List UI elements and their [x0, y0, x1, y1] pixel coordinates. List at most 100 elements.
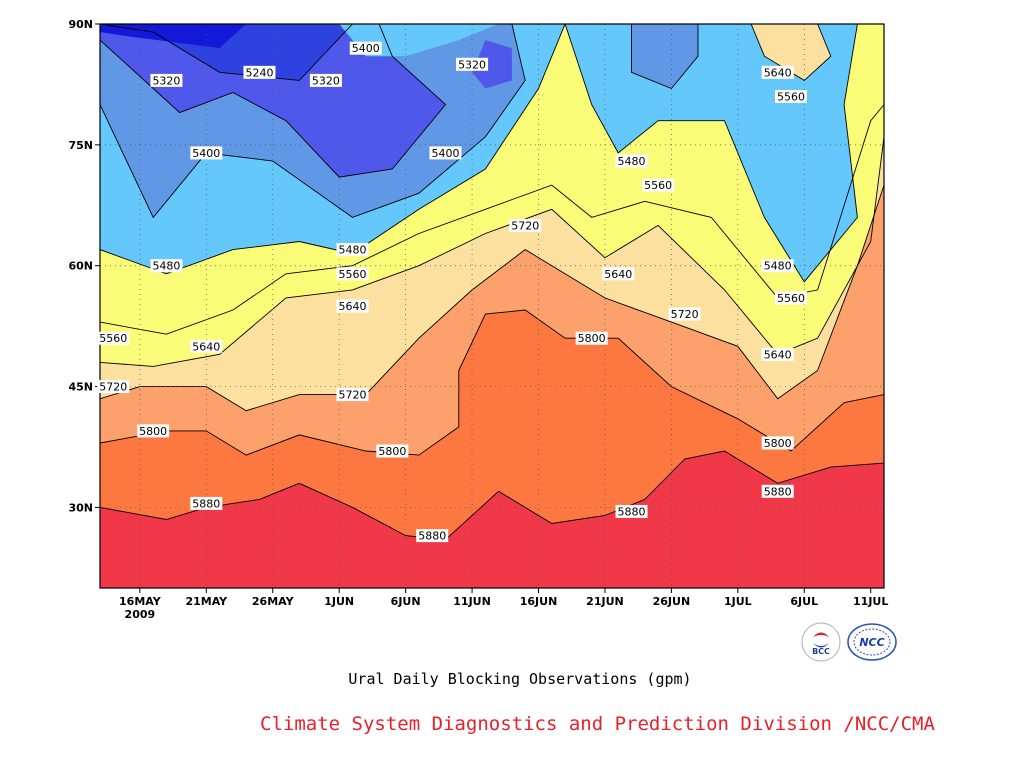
- contour-label-text: 5720: [99, 381, 127, 394]
- contour-label-text: 5800: [764, 437, 792, 450]
- contour-label-text: 5400: [192, 147, 220, 160]
- contour-label-text: 5400: [431, 147, 459, 160]
- isoline-5720: [100, 184, 884, 412]
- contour-label-box: [456, 57, 489, 71]
- plot-frame: [99, 23, 885, 589]
- contour-fill-5640: [751, 24, 831, 81]
- x-tick-label: 6JUN: [391, 595, 421, 608]
- contour-labels: 5320 5240 5320 5400 5320 5400 5400 5480 5480 5560…: [97, 41, 807, 543]
- contour-label-box: [761, 347, 794, 361]
- svg-text:NCC: NCC: [859, 636, 884, 649]
- x-tick-label: 11JUL: [853, 595, 888, 608]
- credit-line: Climate System Diagnostics and Predictio…: [260, 713, 935, 735]
- contour-label: 5480: [336, 243, 369, 257]
- contour-fill-layer: [100, 24, 884, 588]
- contour-label: 5720: [336, 388, 369, 402]
- isoline-5800: [100, 309, 884, 456]
- contour-label-text: 5640: [192, 340, 220, 353]
- contour-label: 5320: [309, 73, 342, 87]
- contour-label-text: 5880: [618, 505, 646, 518]
- contour-label-box: [137, 424, 170, 438]
- contour-label-text: 5320: [312, 74, 340, 87]
- contour-label: 5640: [336, 299, 369, 313]
- x-tick-label: 26MAY: [252, 595, 295, 608]
- isoline-5640: [100, 136, 884, 367]
- isoline-5400: [100, 24, 526, 219]
- contour-label-text: 5800: [139, 425, 167, 438]
- contour-label: 5800: [761, 436, 794, 450]
- contour-label: 5640: [761, 347, 794, 361]
- contour-label: 5560: [642, 178, 675, 192]
- contour-label: 5640: [761, 65, 794, 79]
- contour-label-box: [97, 331, 130, 345]
- contour-label: 5880: [615, 504, 648, 518]
- contour-label-text: 5720: [511, 219, 539, 232]
- contour-label-text: 5560: [777, 292, 805, 305]
- contour-label-box: [243, 65, 276, 79]
- contour-label-box: [336, 388, 369, 402]
- contour-label: 5560: [336, 267, 369, 281]
- contour-label-box: [349, 41, 382, 55]
- contour-label-box: [642, 178, 675, 192]
- x-tick-label: 11JUN: [453, 595, 491, 608]
- contour-label-box: [761, 259, 794, 273]
- contour-label-box: [615, 154, 648, 168]
- x-tick-label: 1JUN: [324, 595, 354, 608]
- contour-label: 5880: [416, 529, 449, 543]
- contour-label-text: 5240: [245, 66, 273, 79]
- contour-label-text: 5640: [764, 348, 792, 361]
- contour-label-box: [150, 259, 183, 273]
- isoline-5880: [100, 450, 884, 541]
- x-tick-label: 21MAY: [185, 595, 228, 608]
- contour-label-box: [190, 146, 223, 160]
- contour-label-box: [602, 267, 635, 281]
- isoline-5400: [631, 24, 699, 90]
- contour-label: 5720: [509, 218, 542, 232]
- contour-label: 5720: [97, 380, 130, 394]
- contour-label: 5320: [456, 57, 489, 71]
- contour-label-text: 5320: [458, 58, 486, 71]
- logo-group: BCC NCC: [800, 622, 900, 664]
- contour-label-text: 5560: [338, 268, 366, 281]
- contour-label-box: [668, 307, 701, 321]
- contour-label-text: 5560: [777, 91, 805, 104]
- contour-fill-5320: [100, 24, 446, 178]
- contour-label-text: 5400: [352, 42, 380, 55]
- contour-label: 5640: [602, 267, 635, 281]
- axis-ticks: 30N 45N 60N 75N 90N 16MAY 21MAY 26MAY 1JUN 6JUN 11…: [68, 18, 888, 621]
- contour-label: 5800: [137, 424, 170, 438]
- x-tick-label: 21JUN: [586, 595, 624, 608]
- contour-label: 5800: [376, 444, 409, 458]
- grid-lines: [100, 24, 884, 588]
- contour-label-text: 5880: [192, 497, 220, 510]
- x-tick-label: 16JUN: [520, 595, 558, 608]
- contour-label-text: 5640: [338, 300, 366, 313]
- y-tick-label: 30N: [68, 501, 93, 514]
- y-tick-label: 90N: [68, 18, 93, 31]
- y-tick-label: 75N: [68, 139, 93, 152]
- contour-label-text: 5560: [99, 332, 127, 345]
- contour-label-box: [761, 484, 794, 498]
- isoline-5320: [100, 24, 447, 178]
- y-tick-label: 45N: [68, 381, 93, 394]
- contour-label-box: [429, 146, 462, 160]
- contour-label-box: [336, 299, 369, 313]
- chart-caption: Ural Daily Blocking Observations (gpm): [348, 670, 692, 688]
- contour-label-text: 5480: [618, 155, 646, 168]
- contour-label: 5240: [243, 65, 276, 79]
- contour-label-text: 5800: [578, 332, 606, 345]
- contour-label-text: 5880: [418, 530, 446, 543]
- contour-fill-5960: [100, 451, 884, 588]
- contour-label-box: [376, 444, 409, 458]
- svg-text:BCC: BCC: [812, 647, 830, 656]
- x-tick-label: 16MAY: [119, 595, 162, 608]
- contour-label-box: [774, 291, 807, 305]
- contour-label: 5560: [774, 90, 807, 104]
- contour-label: 5880: [190, 496, 223, 510]
- isoline-5640: [750, 24, 832, 81]
- contour-label-text: 5720: [671, 308, 699, 321]
- contour-label-box: [615, 504, 648, 518]
- x-year-label: 2009: [125, 608, 156, 621]
- contour-label-box: [575, 331, 608, 345]
